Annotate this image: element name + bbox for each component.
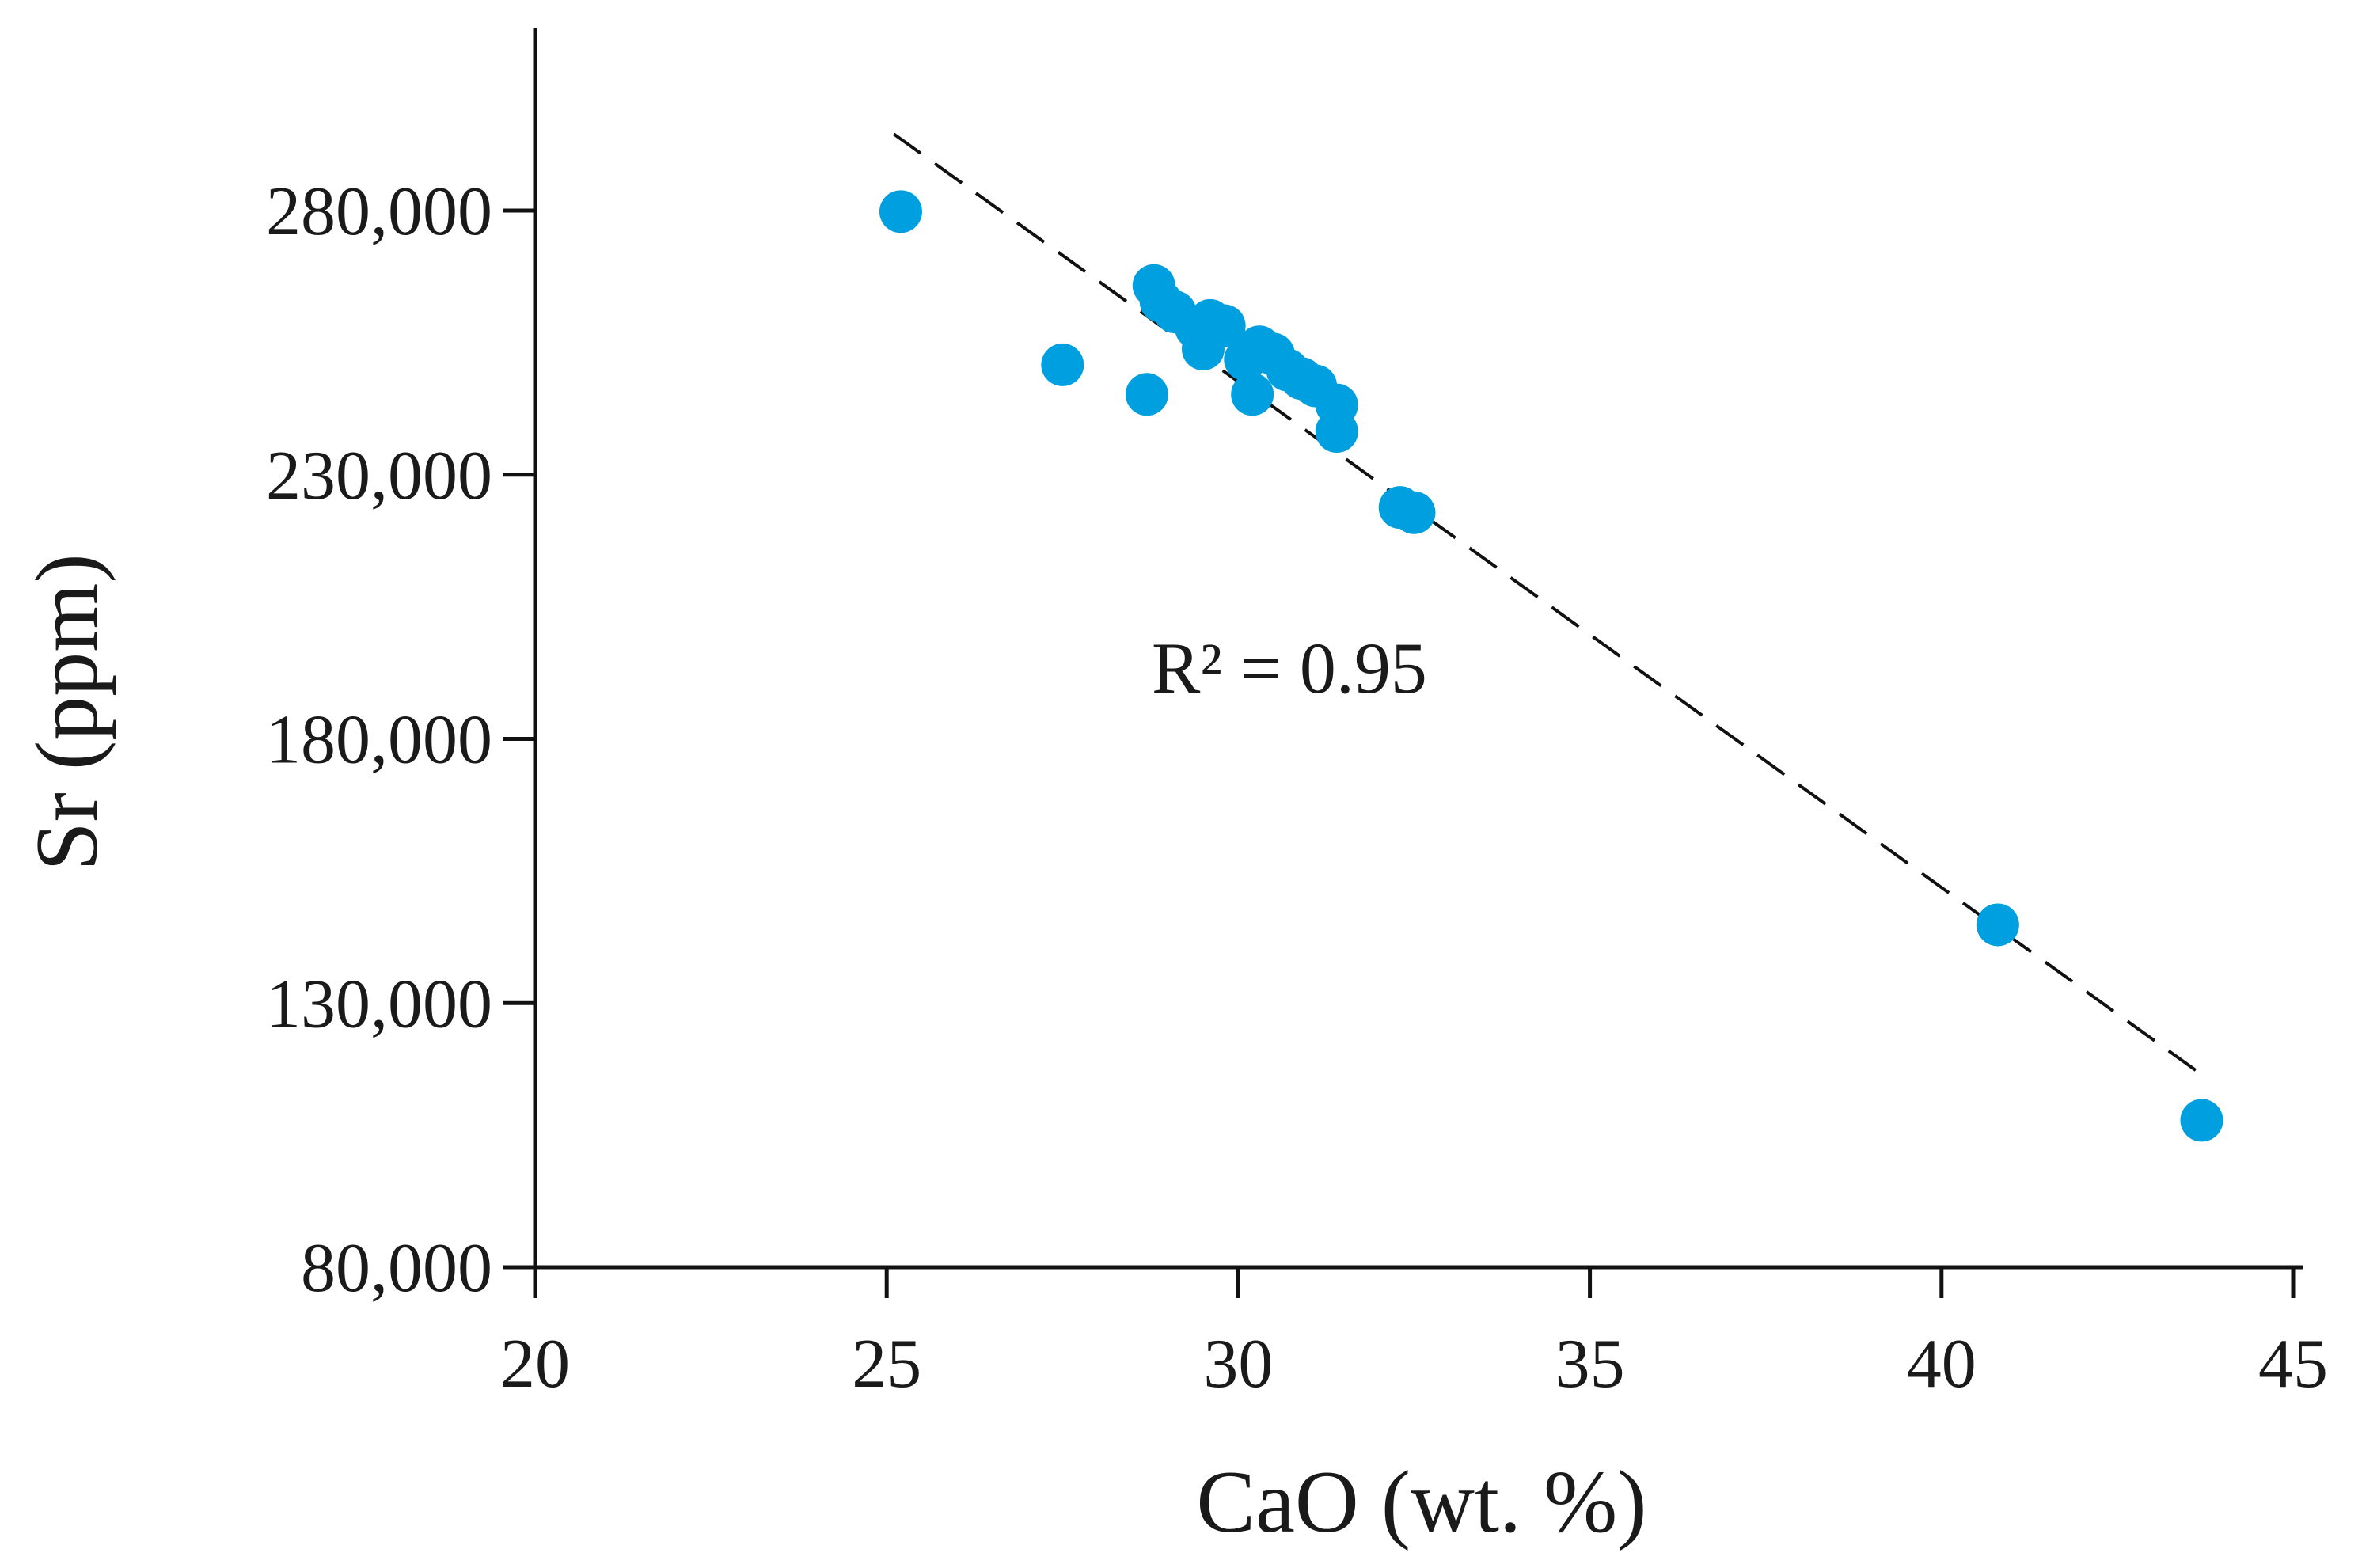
y-tick-label: 280,000 [266,173,492,250]
data-point [1041,343,1084,386]
data-point [2180,1099,2223,1142]
data-points-group [879,190,2223,1142]
data-point [1125,373,1168,416]
data-point [1976,903,2019,947]
x-axis-ticks: 20 25 30 35 40 45 [500,1267,2328,1403]
x-tick-label: 30 [1203,1326,1273,1403]
data-point [1231,373,1274,416]
x-tick-label: 20 [500,1326,570,1403]
data-point [879,190,922,233]
y-tick-label: 230,000 [266,438,492,514]
x-tick-label: 35 [1555,1326,1625,1403]
x-tick-label: 45 [2258,1326,2328,1403]
y-tick-label: 180,000 [266,702,492,779]
x-tick-label: 25 [852,1326,921,1403]
r-squared-annotation: R² = 0.95 [1152,628,1427,708]
x-axis-title: CaO (wt. %) [1196,1453,1646,1551]
y-tick-label: 130,000 [266,966,492,1042]
y-axis-ticks: 80,000 130,000 180,000 230,000 280,000 [266,173,535,1307]
x-tick-label: 40 [1907,1326,1977,1403]
data-point [1315,410,1358,454]
data-point [1392,491,1436,534]
y-tick-label: 80,000 [301,1230,492,1307]
y-axis-title: Sr (ppm) [18,553,116,871]
data-point [1202,304,1246,347]
